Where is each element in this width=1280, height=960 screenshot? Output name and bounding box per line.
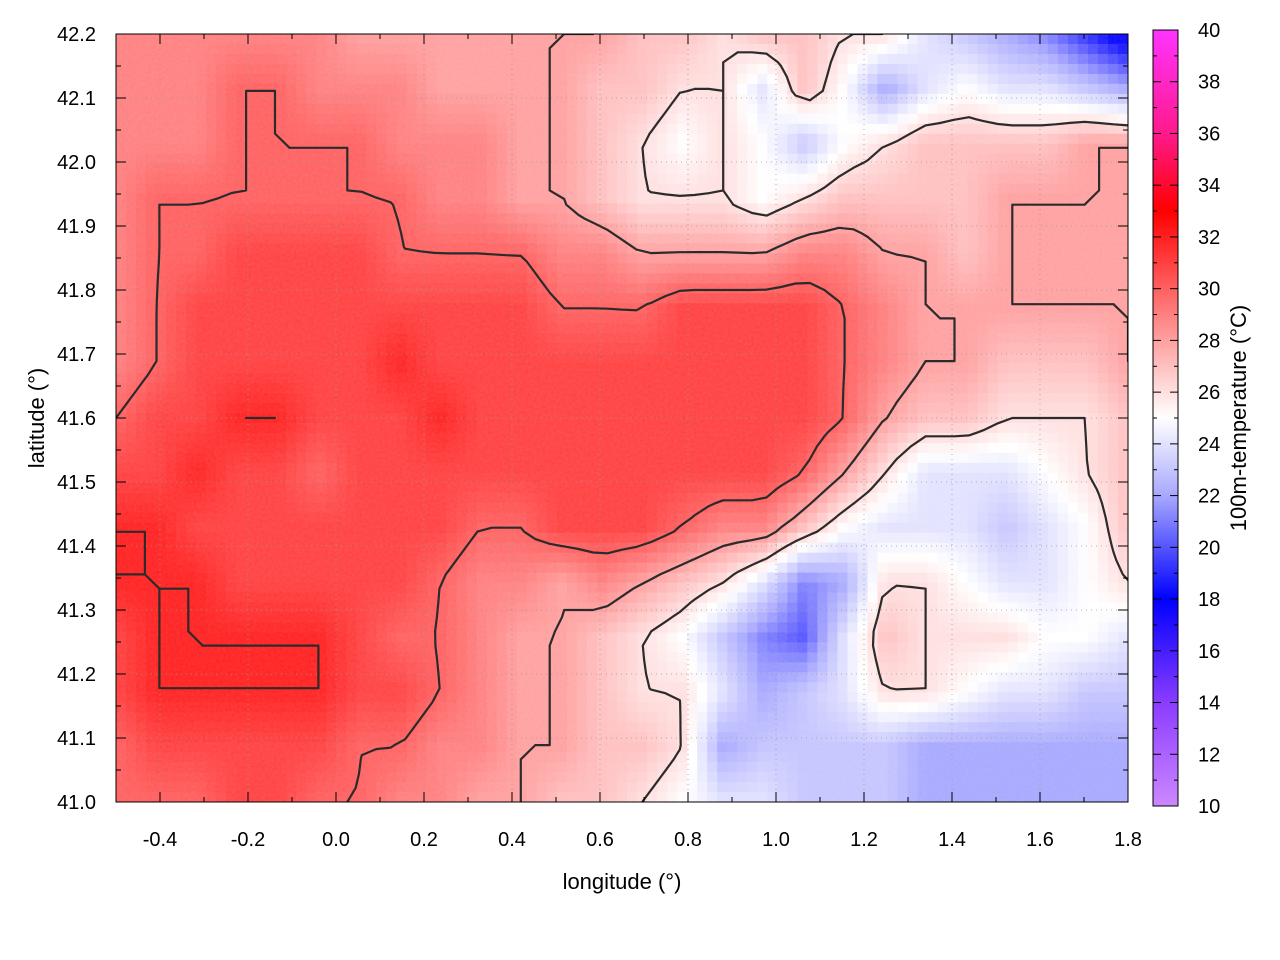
plot-area — [116, 34, 1128, 802]
